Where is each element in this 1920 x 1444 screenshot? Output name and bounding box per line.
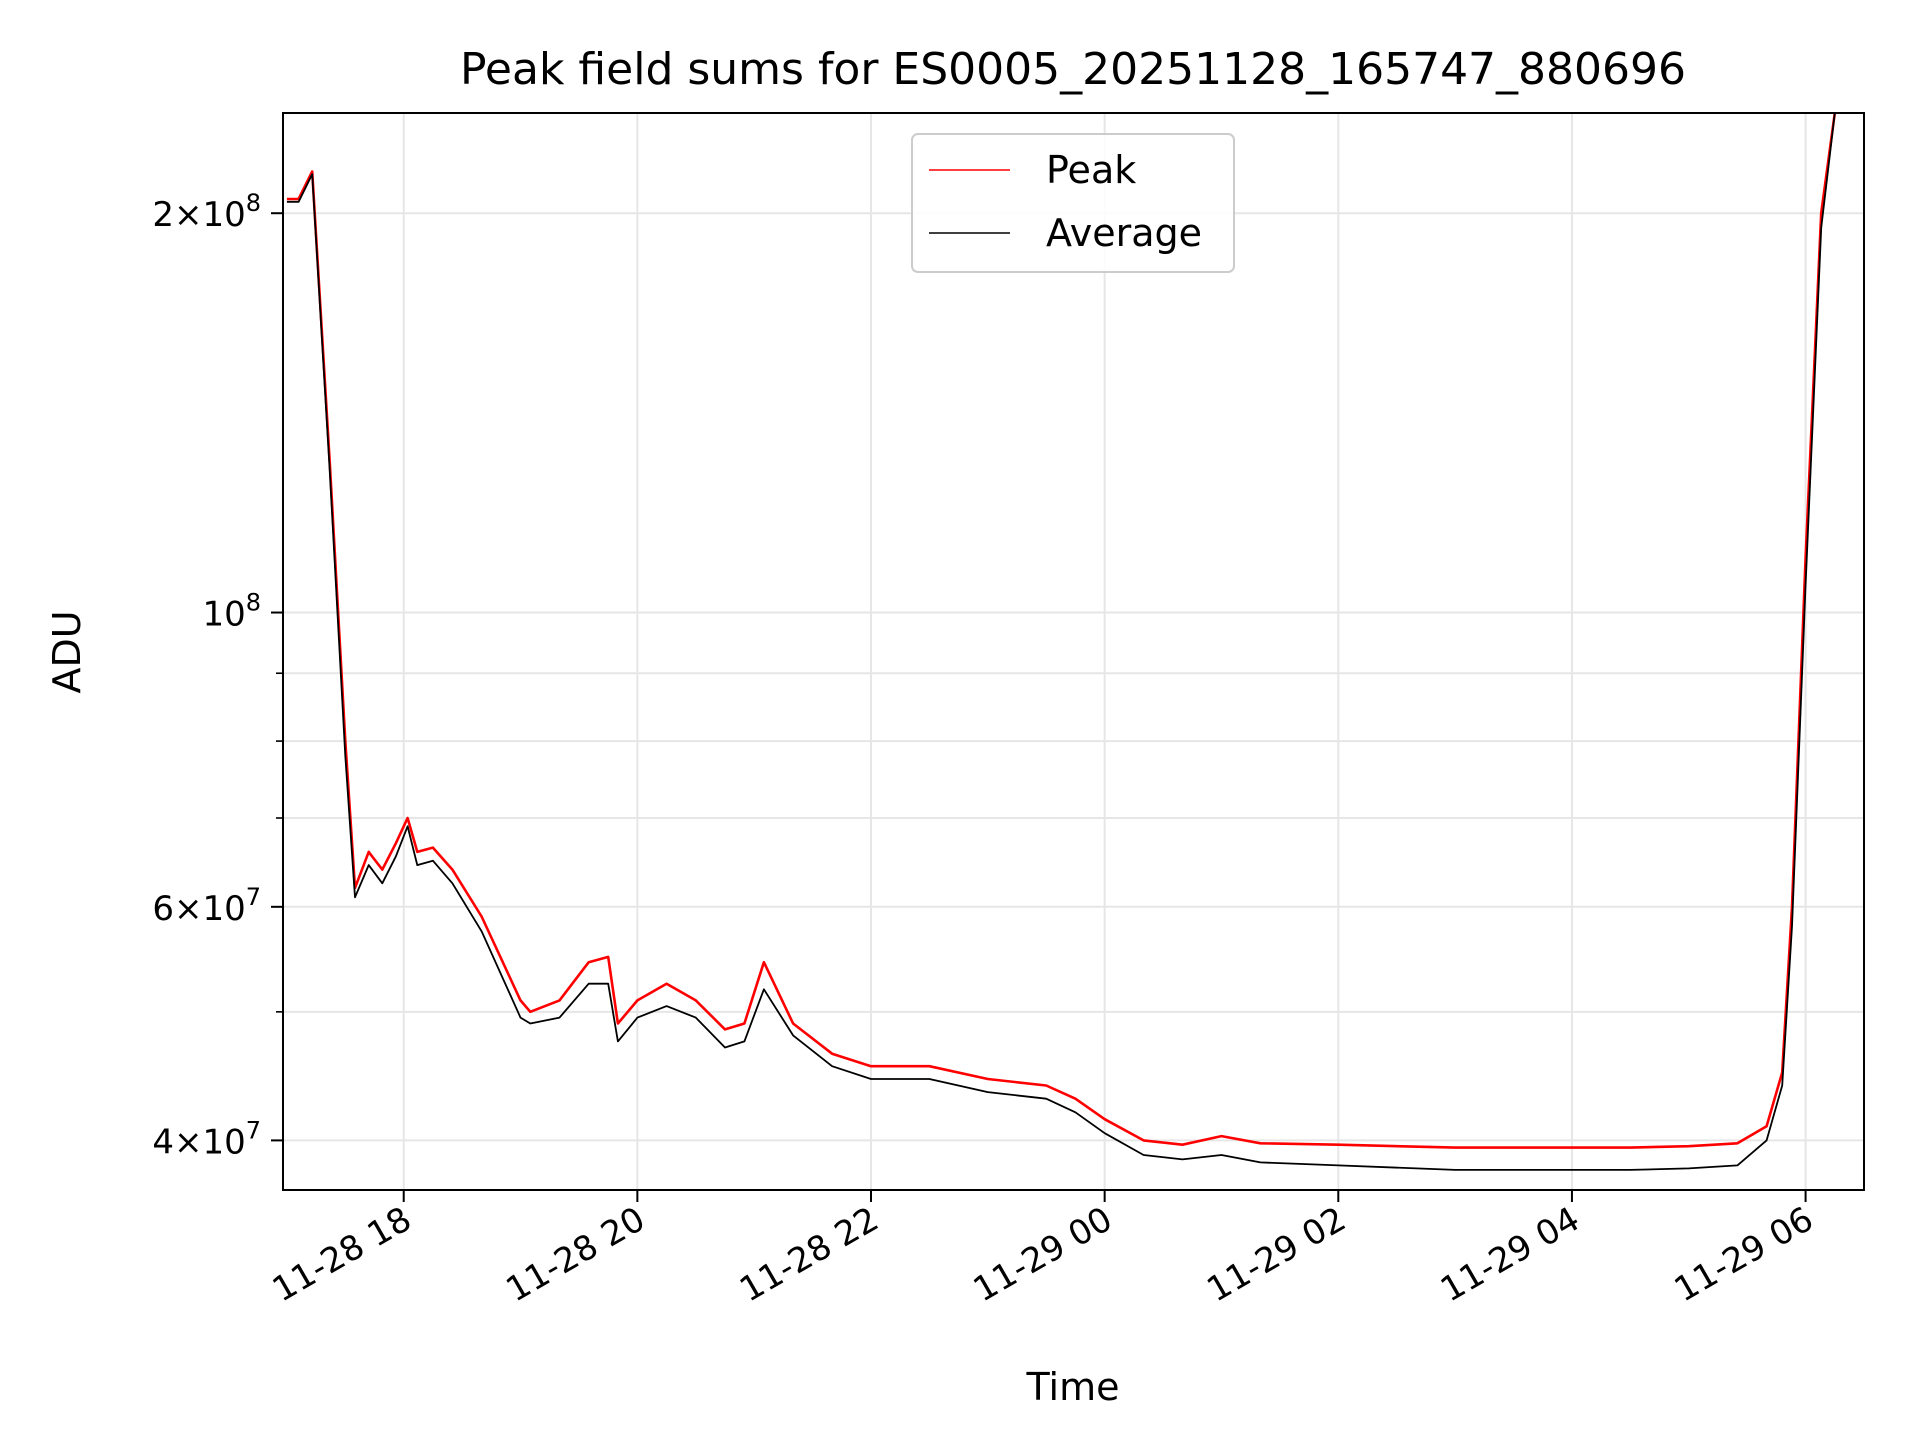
y-tick-label: 108 xyxy=(202,589,261,635)
legend-box xyxy=(911,133,1235,273)
grid-layer xyxy=(283,113,1864,1190)
plot-frame xyxy=(282,112,1865,1191)
chart-title: Peak field sums for ES0005_20251128_1657… xyxy=(460,44,1686,95)
series-layer xyxy=(286,112,1837,1171)
y-tick-label: 2×108 xyxy=(152,189,261,235)
legend-average-label: Average xyxy=(1046,211,1202,255)
x-axis-label: Time xyxy=(1026,1365,1120,1409)
legend-peak-label: Peak xyxy=(1046,148,1136,192)
series-line-average xyxy=(286,112,1836,1171)
series-line-peak xyxy=(286,112,1837,1149)
legend: Peak Average xyxy=(911,133,1235,273)
y-tick-label: 6×107 xyxy=(152,883,261,929)
y-tick-label: 4×107 xyxy=(152,1116,261,1162)
y-axis-label: ADU xyxy=(45,610,89,693)
